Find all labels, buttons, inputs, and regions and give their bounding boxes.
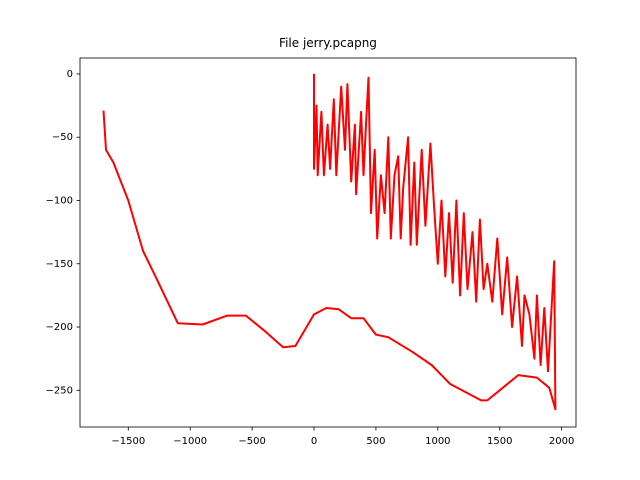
y-tick-label: −100 <box>46 195 73 206</box>
chart-title: File jerry.pcapng <box>279 36 377 50</box>
plot-frame <box>79 57 577 428</box>
x-tick-label: −1000 <box>173 436 207 447</box>
x-tick-label: −1500 <box>111 436 145 447</box>
y-tick-label: −50 <box>52 132 73 143</box>
y-tick-label: −200 <box>46 322 73 333</box>
x-tick-label: 1500 <box>487 436 512 447</box>
x-tick-label: 2000 <box>549 436 574 447</box>
data-line <box>102 73 557 411</box>
x-tick-label: 0 <box>311 436 317 447</box>
y-tick-label: −250 <box>46 385 73 396</box>
x-tick-label: −500 <box>238 436 265 447</box>
x-tick-label: 1000 <box>425 436 450 447</box>
y-tick-label: 0 <box>67 69 73 80</box>
y-tick-label: −150 <box>46 259 73 270</box>
x-tick-label: 500 <box>366 436 385 447</box>
